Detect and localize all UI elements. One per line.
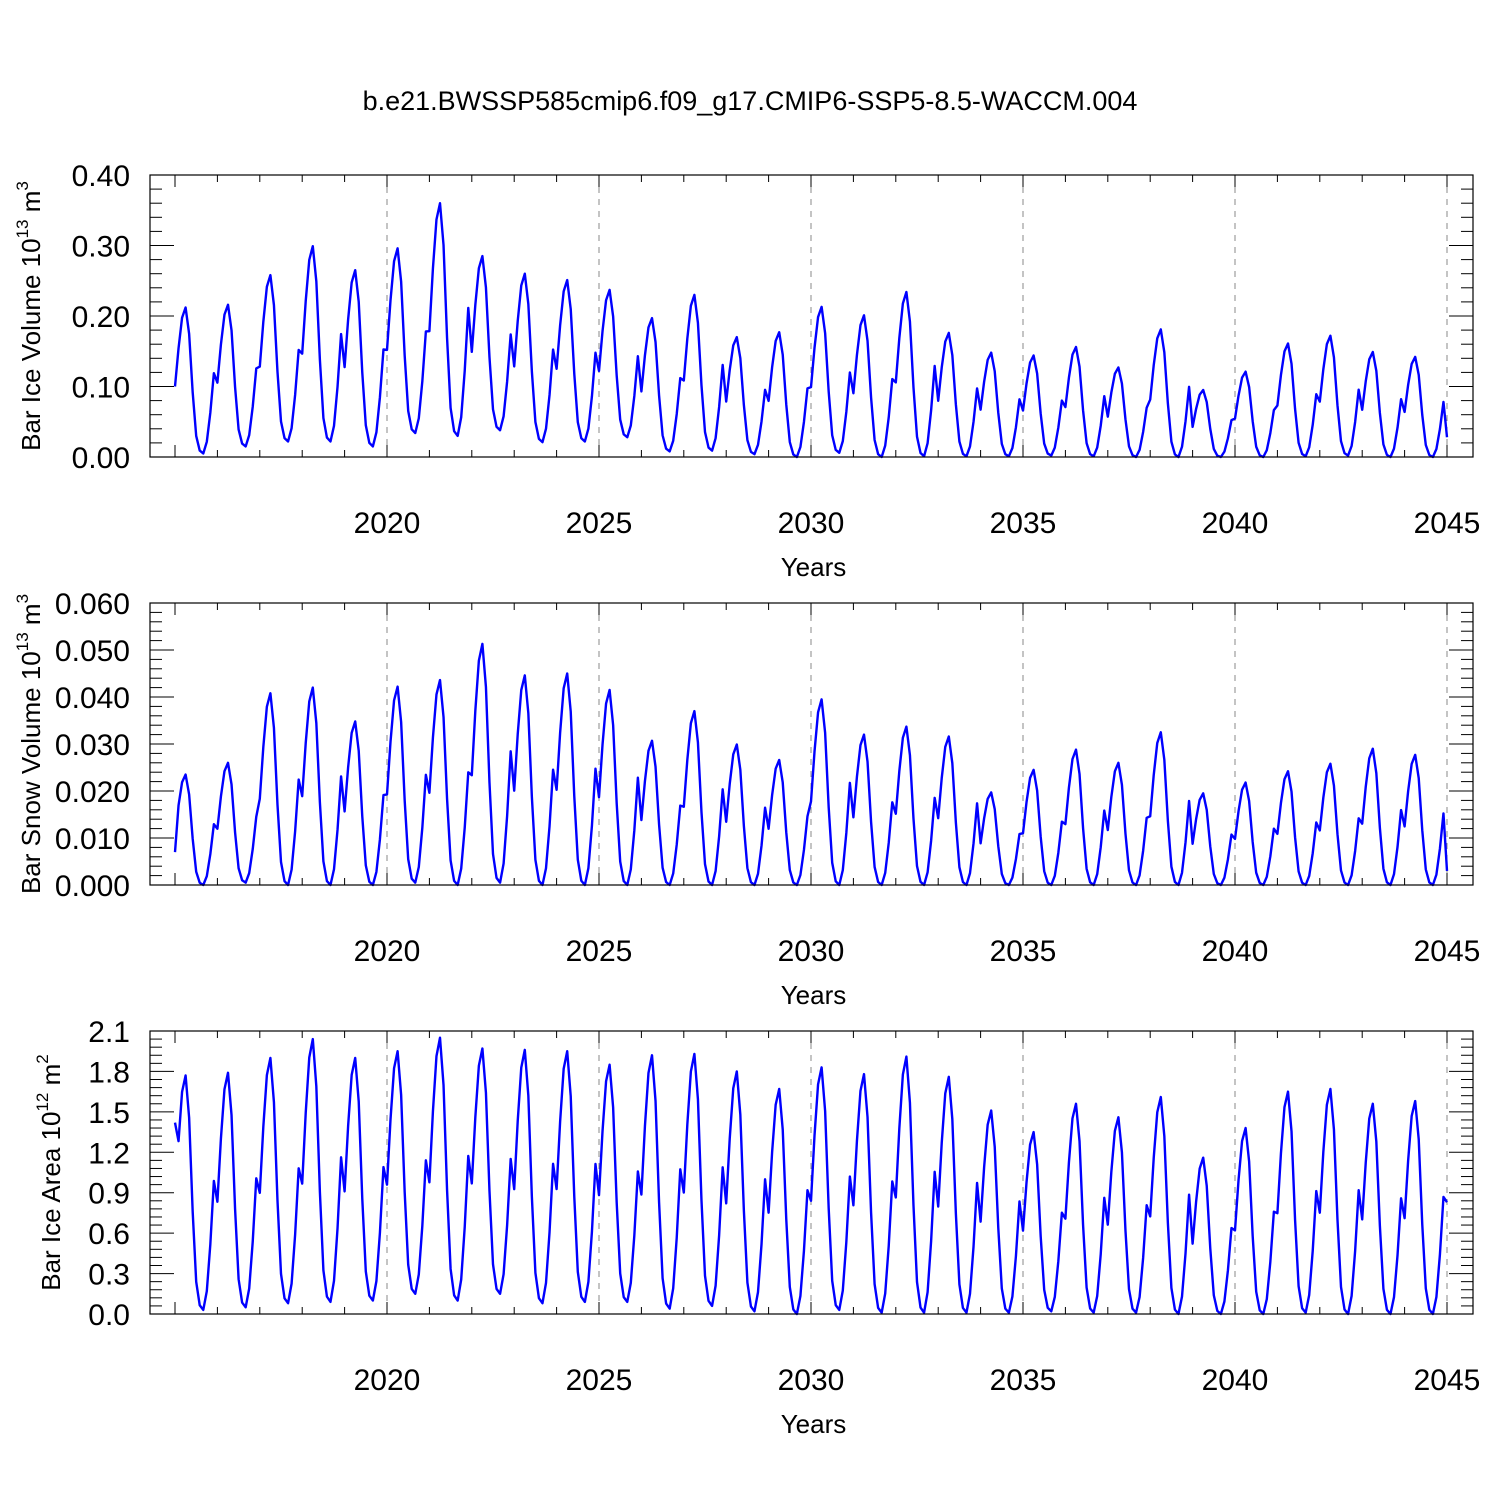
series-line bbox=[173, 201, 1449, 459]
x-axis-label: Years bbox=[781, 980, 847, 1010]
y-axis-label-unit: m bbox=[36, 1064, 66, 1093]
y-axis-label-unit-exponent: 3 bbox=[13, 594, 32, 603]
x-tick-label: 2040 bbox=[1202, 1364, 1269, 1397]
y-tick-label: 0.040 bbox=[55, 682, 130, 715]
y-axis-label-main: Bar Ice Area 10 bbox=[36, 1112, 66, 1291]
y-axis-label-unit: m bbox=[16, 191, 46, 220]
y-axis-label-unit: m bbox=[16, 603, 46, 632]
y-tick-label: 0.0 bbox=[88, 1299, 130, 1332]
figure-title: b.e21.BWSSP585cmip6.f09_g17.CMIP6-SSP5-8… bbox=[363, 86, 1138, 116]
y-tick-label: 0.9 bbox=[88, 1178, 130, 1211]
y-axis-label-main: Bar Ice Volume 10 bbox=[16, 238, 46, 450]
y-tick-label: 0.3 bbox=[88, 1259, 130, 1292]
y-axis-label-exponent: 13 bbox=[13, 219, 32, 238]
y-axis-label: Bar Snow Volume 1013 m3 bbox=[13, 594, 46, 894]
x-tick-labels: 2020 2025 2030 2035 2040 2045 bbox=[354, 1364, 1481, 1397]
x-tick-label: 2030 bbox=[778, 1364, 845, 1397]
y-tick-label: 1.5 bbox=[88, 1097, 130, 1130]
y-tick-label: 0.060 bbox=[55, 588, 130, 621]
x-tick-label: 2035 bbox=[990, 935, 1057, 968]
x-tick-label: 2030 bbox=[778, 935, 845, 968]
y-tick-label: 0.010 bbox=[55, 823, 130, 856]
y-tick-label: 0.20 bbox=[72, 301, 130, 334]
y-tick-labels: 0.0 0.3 0.6 0.9 1.2 1.5 1.8 2.1 bbox=[88, 1016, 130, 1332]
y-axis-label-exponent: 13 bbox=[13, 632, 32, 651]
y-axis-label-main: Bar Snow Volume 10 bbox=[16, 651, 46, 894]
y-tick-label: 1.8 bbox=[88, 1056, 130, 1089]
series-line bbox=[173, 1036, 1448, 1316]
y-tick-label: 0.10 bbox=[72, 372, 130, 405]
tick-marks bbox=[150, 602, 1473, 886]
x-tick-label: 2035 bbox=[990, 1364, 1057, 1397]
y-tick-label: 0.40 bbox=[72, 160, 130, 193]
x-tick-label: 2020 bbox=[354, 507, 421, 540]
x-tick-labels: 2020 2025 2030 2035 2040 2045 bbox=[354, 935, 1481, 968]
y-axis-label-unit-exponent: 3 bbox=[13, 181, 32, 190]
x-tick-label: 2045 bbox=[1414, 935, 1481, 968]
y-axis-label: Bar Ice Area 1012 m2 bbox=[33, 1054, 66, 1291]
y-tick-label: 0.020 bbox=[55, 776, 130, 809]
ice-area-series bbox=[173, 1036, 1448, 1316]
x-tick-label: 2025 bbox=[566, 935, 633, 968]
x-tick-labels: 2020 2025 2030 2035 2040 2045 bbox=[354, 507, 1481, 540]
y-axis-label: Bar Ice Volume 1013 m3 bbox=[13, 181, 46, 451]
series-line bbox=[173, 642, 1449, 887]
x-tick-label: 2045 bbox=[1414, 507, 1481, 540]
y-tick-label: 0.00 bbox=[72, 442, 130, 475]
x-tick-label: 2040 bbox=[1202, 507, 1269, 540]
x-tick-label: 2040 bbox=[1202, 935, 1269, 968]
tick-marks bbox=[150, 174, 1473, 458]
y-tick-label: 0.030 bbox=[55, 729, 130, 762]
panel-snow-volume: 0.000 0.010 0.020 0.030 0.040 0.050 0.060 2020… bbox=[13, 588, 1480, 1010]
x-tick-label: 2030 bbox=[778, 507, 845, 540]
y-tick-label: 0.6 bbox=[88, 1218, 130, 1251]
x-axis-label: Years bbox=[781, 1409, 847, 1439]
y-tick-label: 0.050 bbox=[55, 635, 130, 668]
panel-ice-volume: 0.00 0.10 0.20 0.30 0.40 2020 2025 2030 2035 204… bbox=[13, 160, 1480, 582]
y-axis-label-exponent: 12 bbox=[33, 1093, 52, 1112]
x-axis-label: Years bbox=[781, 552, 847, 582]
y-tick-label: 0.000 bbox=[55, 870, 130, 903]
y-tick-label: 0.30 bbox=[72, 231, 130, 264]
y-tick-labels: 0.000 0.010 0.020 0.030 0.040 0.050 0.060 bbox=[55, 588, 130, 903]
x-tick-label: 2035 bbox=[990, 507, 1057, 540]
ice-volume-series bbox=[173, 201, 1449, 459]
panel-ice-area: 0.0 0.3 0.6 0.9 1.2 1.5 1.8 2.1 2020 2025 2030 203… bbox=[33, 1016, 1480, 1439]
y-tick-label: 1.2 bbox=[88, 1137, 130, 1170]
x-tick-label: 2025 bbox=[566, 1364, 633, 1397]
x-tick-label: 2045 bbox=[1414, 1364, 1481, 1397]
snow-volume-series bbox=[173, 642, 1449, 887]
y-tick-label: 2.1 bbox=[88, 1016, 130, 1049]
x-tick-label: 2020 bbox=[354, 1364, 421, 1397]
x-tick-label: 2025 bbox=[566, 507, 633, 540]
tick-marks bbox=[150, 1030, 1473, 1315]
y-tick-labels: 0.00 0.10 0.20 0.30 0.40 bbox=[72, 160, 130, 475]
y-axis-label-unit-exponent: 2 bbox=[33, 1054, 52, 1063]
x-tick-label: 2020 bbox=[354, 935, 421, 968]
